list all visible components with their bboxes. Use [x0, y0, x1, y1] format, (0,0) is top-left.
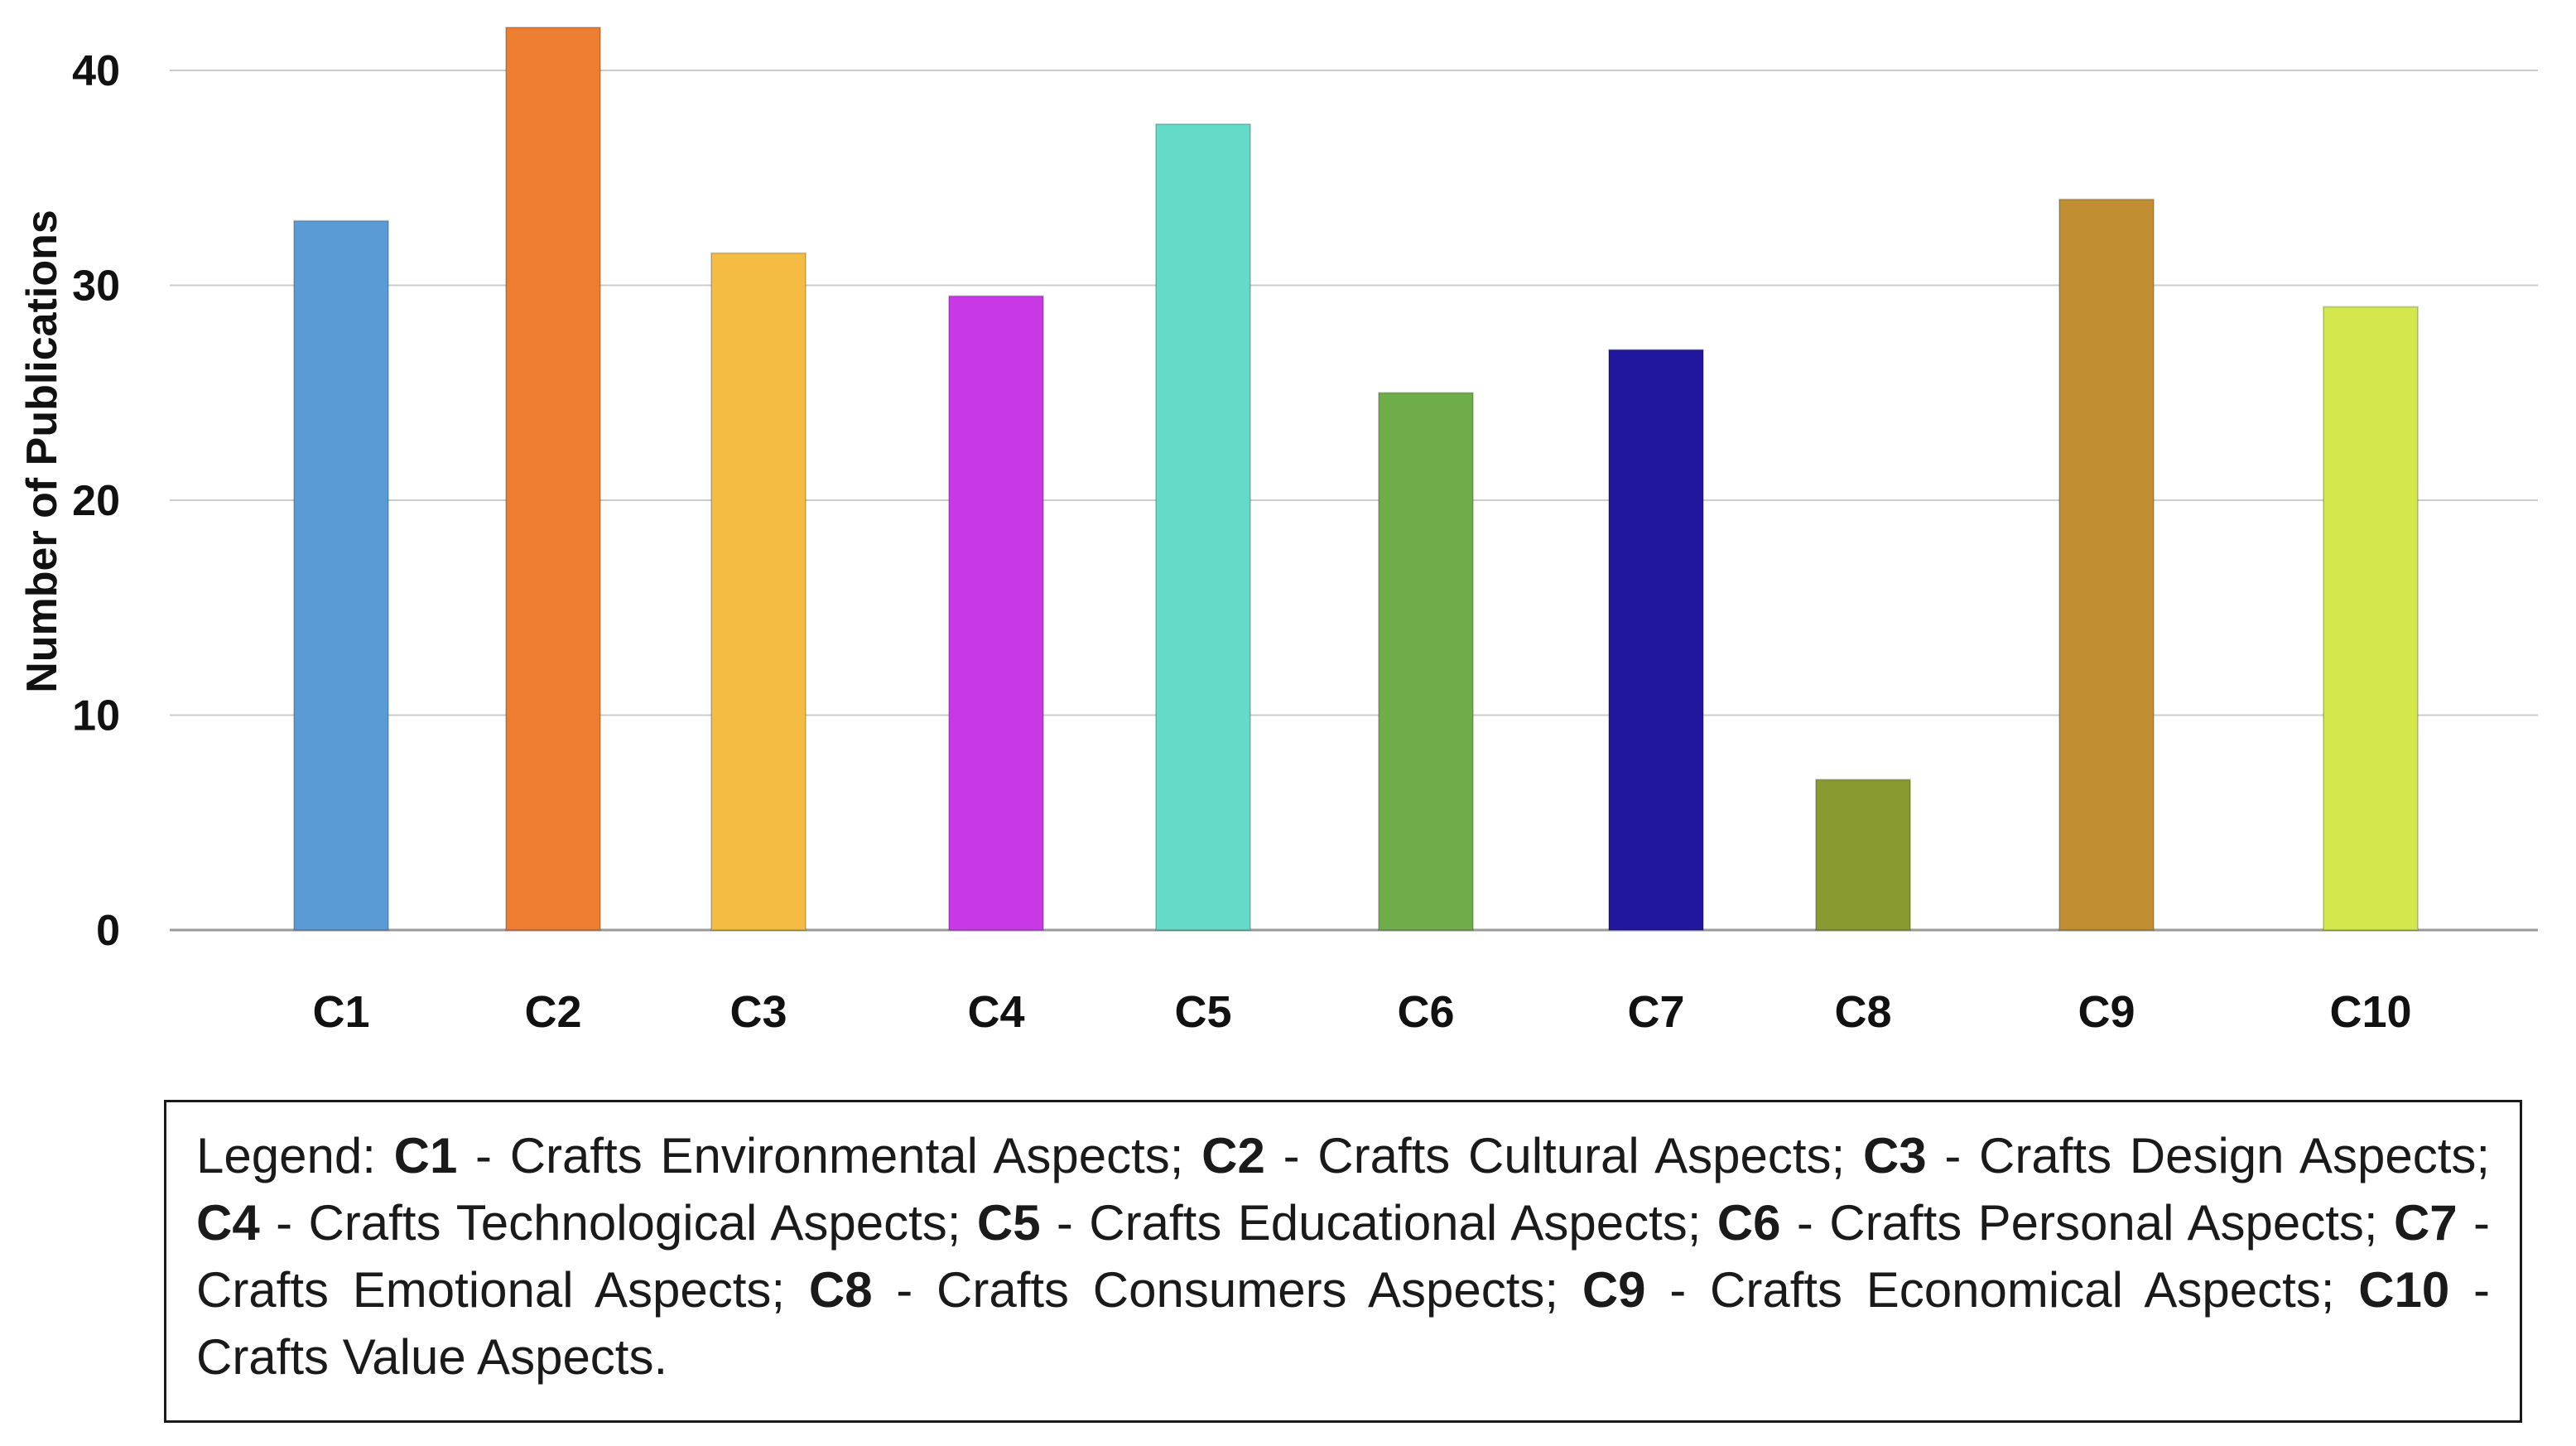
bar-c1: [293, 219, 389, 931]
bar-c7: [1608, 349, 1704, 932]
bar-c9: [2058, 198, 2155, 931]
legend-code: C10: [2358, 1262, 2450, 1318]
y-tick-label: 0: [96, 907, 120, 955]
legend-code: C2: [1201, 1128, 1265, 1183]
bar-c6: [1378, 392, 1474, 931]
legend-entry-text: Crafts Design Aspects;: [1979, 1128, 2491, 1183]
x-axis-ticks: C1 C2 C3 C4 C5 C6 C7 C8 C9 C10: [312, 987, 2411, 1037]
y-tick-label: 20: [72, 477, 120, 525]
legend-entry-text: Crafts Personal Aspects;: [1829, 1195, 2378, 1251]
y-tick-label: 30: [72, 263, 120, 311]
y-axis-label: Number of Publications: [18, 210, 66, 693]
legend-code: C4: [196, 1195, 260, 1251]
legend-entry-text: Crafts Value Aspects.: [196, 1329, 668, 1385]
x-tick-label: C1: [312, 987, 369, 1037]
y-axis-ticks: 0 10 20 30 40: [72, 47, 120, 955]
legend-entry-text: Crafts Educational Aspects;: [1089, 1195, 1702, 1251]
x-tick-label: C6: [1397, 987, 1454, 1037]
bar-c2: [505, 27, 601, 932]
x-tick-label: C9: [2078, 987, 2135, 1037]
x-tick-label: C7: [1627, 987, 1684, 1037]
legend-code: C1: [393, 1128, 458, 1183]
legend-entry-text: Crafts Technological Aspects;: [308, 1195, 961, 1251]
bar-c8: [1815, 778, 1911, 931]
bar-c5: [1155, 123, 1251, 931]
legend-entry-text: Crafts Cultural Aspects;: [1317, 1128, 1846, 1183]
x-tick-label: C2: [524, 987, 581, 1037]
legend-prefix: Legend:: [196, 1128, 376, 1183]
legend-code: C9: [1582, 1262, 1646, 1318]
legend-entry-text: Crafts Economical Aspects;: [1710, 1262, 2335, 1318]
legend-code: C7: [2393, 1195, 2458, 1251]
legend-code: C5: [976, 1195, 1041, 1251]
legend-code: C6: [1717, 1195, 1781, 1251]
legend-box: Legend: C1 - Crafts Environmental Aspect…: [164, 1100, 2522, 1423]
bars: [293, 27, 2419, 932]
x-tick-label: C4: [967, 987, 1024, 1037]
y-tick-label: 40: [72, 47, 120, 95]
legend-code: C8: [808, 1262, 873, 1318]
legend-entry-text: Crafts Emotional Aspects;: [196, 1262, 786, 1318]
bar-c10: [2323, 306, 2419, 931]
x-tick-label: C10: [2329, 987, 2411, 1037]
legend-code: C3: [1862, 1128, 1927, 1183]
bar-c3: [710, 252, 807, 931]
legend-entry-text: Crafts Consumers Aspects;: [937, 1262, 1559, 1318]
x-tick-label: C5: [1174, 987, 1231, 1037]
legend-entry-text: Crafts Environmental Aspects;: [509, 1128, 1184, 1183]
x-tick-label: C3: [729, 987, 787, 1037]
bar-c4: [948, 295, 1044, 932]
y-tick-label: 10: [72, 692, 120, 740]
x-tick-label: C8: [1834, 987, 1891, 1037]
